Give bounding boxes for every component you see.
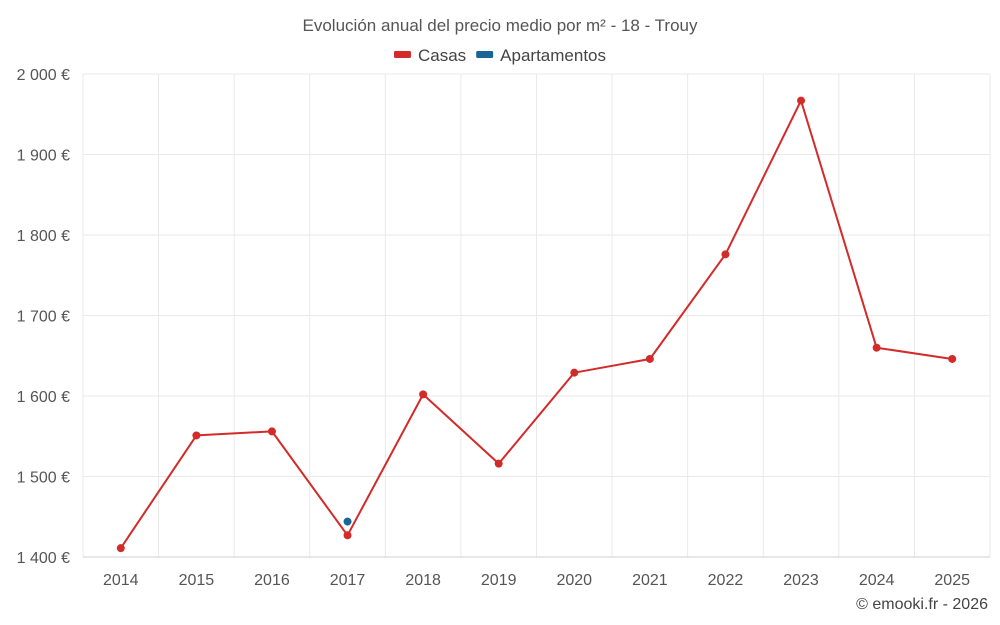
x-tick-label: 2023 xyxy=(783,572,819,589)
data-point-casas-2022 xyxy=(721,250,730,259)
y-tick-label: 2 000 € xyxy=(17,67,70,84)
y-tick-label: 1 700 € xyxy=(17,309,70,326)
data-point-apartamentos-2017 xyxy=(343,517,352,526)
grid-lines xyxy=(82,73,991,558)
y-tick-label: 1 400 € xyxy=(17,550,70,567)
x-tick-label: 2022 xyxy=(708,572,744,589)
x-tick-label: 2019 xyxy=(481,572,517,589)
data-point-casas-2024 xyxy=(872,343,881,352)
data-point-casas-2025 xyxy=(948,354,957,363)
series-line-casas xyxy=(119,99,953,549)
data-point-casas-2016 xyxy=(267,427,276,436)
data-point-casas-2020 xyxy=(570,368,579,377)
x-tick-label: 2014 xyxy=(103,572,139,589)
legend-label-casas: Casas xyxy=(418,46,466,65)
y-tick-label: 1 500 € xyxy=(17,470,70,487)
x-tick-label: 2015 xyxy=(179,572,215,589)
y-tick-label: 1 900 € xyxy=(17,148,70,165)
series-layer xyxy=(116,96,957,553)
data-point-casas-2021 xyxy=(645,354,654,363)
data-point-casas-2019 xyxy=(494,459,503,468)
legend-label-apartamentos: Apartamentos xyxy=(500,46,606,65)
y-axis: 1 400 € 1 500 € 1 600 € 1 700 € 1 800 € 1 900… xyxy=(17,67,70,567)
y-tick-label: 1 600 € xyxy=(17,389,70,406)
x-tick-label: 2018 xyxy=(405,572,441,589)
data-point-casas-2014 xyxy=(116,544,125,553)
legend-swatch-apartamentos xyxy=(476,51,494,58)
x-axis: 2014 2015 2016 2017 2018 2019 2020 2021 2022 2023… xyxy=(103,572,970,589)
y-tick-label: 1 800 € xyxy=(17,228,70,245)
chart-title: Evolución anual del precio medio por m² … xyxy=(303,16,698,35)
data-point-casas-2017 xyxy=(343,531,352,540)
credit-text: © emooki.fr - 2026 xyxy=(856,596,988,613)
x-tick-label: 2016 xyxy=(254,572,290,589)
data-point-casas-2018 xyxy=(419,390,428,399)
x-tick-label: 2024 xyxy=(859,572,895,589)
x-tick-label: 2025 xyxy=(934,572,970,589)
legend-swatch-casas xyxy=(393,51,411,58)
data-point-casas-2015 xyxy=(192,431,201,440)
x-tick-label: 2017 xyxy=(330,572,366,589)
x-tick-label: 2021 xyxy=(632,572,668,589)
data-point-casas-2023 xyxy=(797,96,806,105)
legend: Casas Apartamentos xyxy=(393,46,606,65)
x-tick-label: 2020 xyxy=(556,572,592,589)
